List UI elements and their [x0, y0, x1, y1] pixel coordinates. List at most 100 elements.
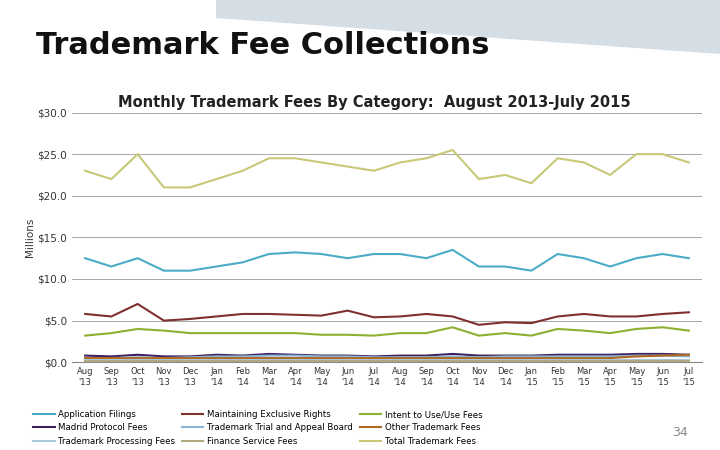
Total Trademark Fees	[527, 180, 536, 186]
Application Filings	[658, 251, 667, 256]
Madrid Protocol Fees	[422, 353, 431, 358]
Madrid Protocol Fees	[107, 354, 116, 359]
Intent to Use/Use Fees	[186, 330, 194, 336]
Finance Service Fees	[291, 358, 300, 364]
Total Trademark Fees	[422, 156, 431, 161]
Finance Service Fees	[422, 358, 431, 364]
Maintaining Exclusive Rights	[474, 322, 483, 328]
Intent to Use/Use Fees	[317, 332, 325, 338]
Application Filings	[291, 250, 300, 255]
Finance Service Fees	[343, 358, 352, 364]
Finance Service Fees	[632, 358, 641, 364]
Total Trademark Fees	[553, 156, 562, 161]
Other Trademark Fees	[291, 356, 300, 361]
Finance Service Fees	[369, 358, 378, 364]
Other Trademark Fees	[238, 356, 247, 361]
Other Trademark Fees	[553, 356, 562, 361]
Intent to Use/Use Fees	[396, 330, 405, 336]
Trademark Trial and Appeal Board	[186, 355, 194, 360]
Application Filings	[606, 264, 614, 269]
Application Filings	[449, 247, 457, 252]
Maintaining Exclusive Rights	[343, 308, 352, 313]
Text: Monthly Trademark Fees By Category:  August 2013-July 2015: Monthly Trademark Fees By Category: Augu…	[118, 94, 631, 109]
Application Filings	[553, 251, 562, 256]
Trademark Processing Fees	[238, 357, 247, 362]
Total Trademark Fees	[632, 151, 641, 157]
Finance Service Fees	[264, 358, 273, 364]
Trademark Trial and Appeal Board	[527, 354, 536, 359]
Trademark Processing Fees	[474, 357, 483, 362]
Intent to Use/Use Fees	[553, 326, 562, 332]
Line: Intent to Use/Use Fees: Intent to Use/Use Fees	[85, 327, 689, 336]
Total Trademark Fees	[449, 147, 457, 153]
Application Filings	[238, 260, 247, 265]
Intent to Use/Use Fees	[606, 330, 614, 336]
Total Trademark Fees	[501, 172, 510, 178]
Other Trademark Fees	[369, 356, 378, 361]
Total Trademark Fees	[474, 176, 483, 182]
Maintaining Exclusive Rights	[291, 312, 300, 318]
Application Filings	[474, 264, 483, 269]
Madrid Protocol Fees	[501, 353, 510, 358]
Finance Service Fees	[527, 358, 536, 364]
Application Filings	[160, 268, 168, 274]
Madrid Protocol Fees	[449, 351, 457, 356]
Finance Service Fees	[580, 358, 588, 364]
Application Filings	[107, 264, 116, 269]
Intent to Use/Use Fees	[238, 330, 247, 336]
Intent to Use/Use Fees	[264, 330, 273, 336]
Trademark Processing Fees	[685, 357, 693, 362]
Application Filings	[632, 256, 641, 261]
Madrid Protocol Fees	[212, 352, 221, 357]
Madrid Protocol Fees	[658, 351, 667, 356]
Intent to Use/Use Fees	[580, 328, 588, 333]
Trademark Trial and Appeal Board	[553, 354, 562, 359]
Finance Service Fees	[81, 358, 89, 364]
Intent to Use/Use Fees	[212, 330, 221, 336]
Madrid Protocol Fees	[580, 352, 588, 357]
Trademark Processing Fees	[396, 357, 405, 362]
Maintaining Exclusive Rights	[632, 314, 641, 319]
Madrid Protocol Fees	[264, 351, 273, 356]
Maintaining Exclusive Rights	[501, 320, 510, 325]
Total Trademark Fees	[580, 160, 588, 165]
Line: Madrid Protocol Fees: Madrid Protocol Fees	[85, 354, 689, 356]
Trademark Processing Fees	[553, 357, 562, 362]
Madrid Protocol Fees	[133, 352, 142, 357]
Finance Service Fees	[474, 358, 483, 364]
Total Trademark Fees	[685, 160, 693, 165]
Maintaining Exclusive Rights	[317, 313, 325, 318]
Maintaining Exclusive Rights	[580, 311, 588, 317]
Trademark Processing Fees	[606, 357, 614, 362]
Application Filings	[369, 251, 378, 256]
Trademark Processing Fees	[186, 357, 194, 362]
Trademark Trial and Appeal Board	[133, 355, 142, 360]
Intent to Use/Use Fees	[632, 326, 641, 332]
Madrid Protocol Fees	[527, 353, 536, 358]
Trademark Processing Fees	[501, 357, 510, 362]
Total Trademark Fees	[343, 164, 352, 169]
Madrid Protocol Fees	[291, 352, 300, 357]
Madrid Protocol Fees	[186, 354, 194, 359]
Finance Service Fees	[186, 358, 194, 364]
Trademark Processing Fees	[580, 357, 588, 362]
Intent to Use/Use Fees	[133, 326, 142, 332]
Intent to Use/Use Fees	[369, 333, 378, 338]
Trademark Trial and Appeal Board	[212, 354, 221, 359]
Trademark Processing Fees	[264, 357, 273, 362]
Trademark Trial and Appeal Board	[658, 353, 667, 358]
Total Trademark Fees	[396, 160, 405, 165]
Intent to Use/Use Fees	[474, 333, 483, 338]
Application Filings	[396, 251, 405, 256]
Madrid Protocol Fees	[685, 352, 693, 357]
Maintaining Exclusive Rights	[449, 314, 457, 319]
Application Filings	[685, 256, 693, 261]
Trademark Trial and Appeal Board	[343, 354, 352, 359]
Total Trademark Fees	[291, 156, 300, 161]
Polygon shape	[216, 0, 720, 54]
Other Trademark Fees	[685, 352, 693, 357]
Trademark Trial and Appeal Board	[107, 356, 116, 361]
Other Trademark Fees	[658, 353, 667, 358]
Trademark Trial and Appeal Board	[317, 354, 325, 359]
Application Filings	[133, 256, 142, 261]
